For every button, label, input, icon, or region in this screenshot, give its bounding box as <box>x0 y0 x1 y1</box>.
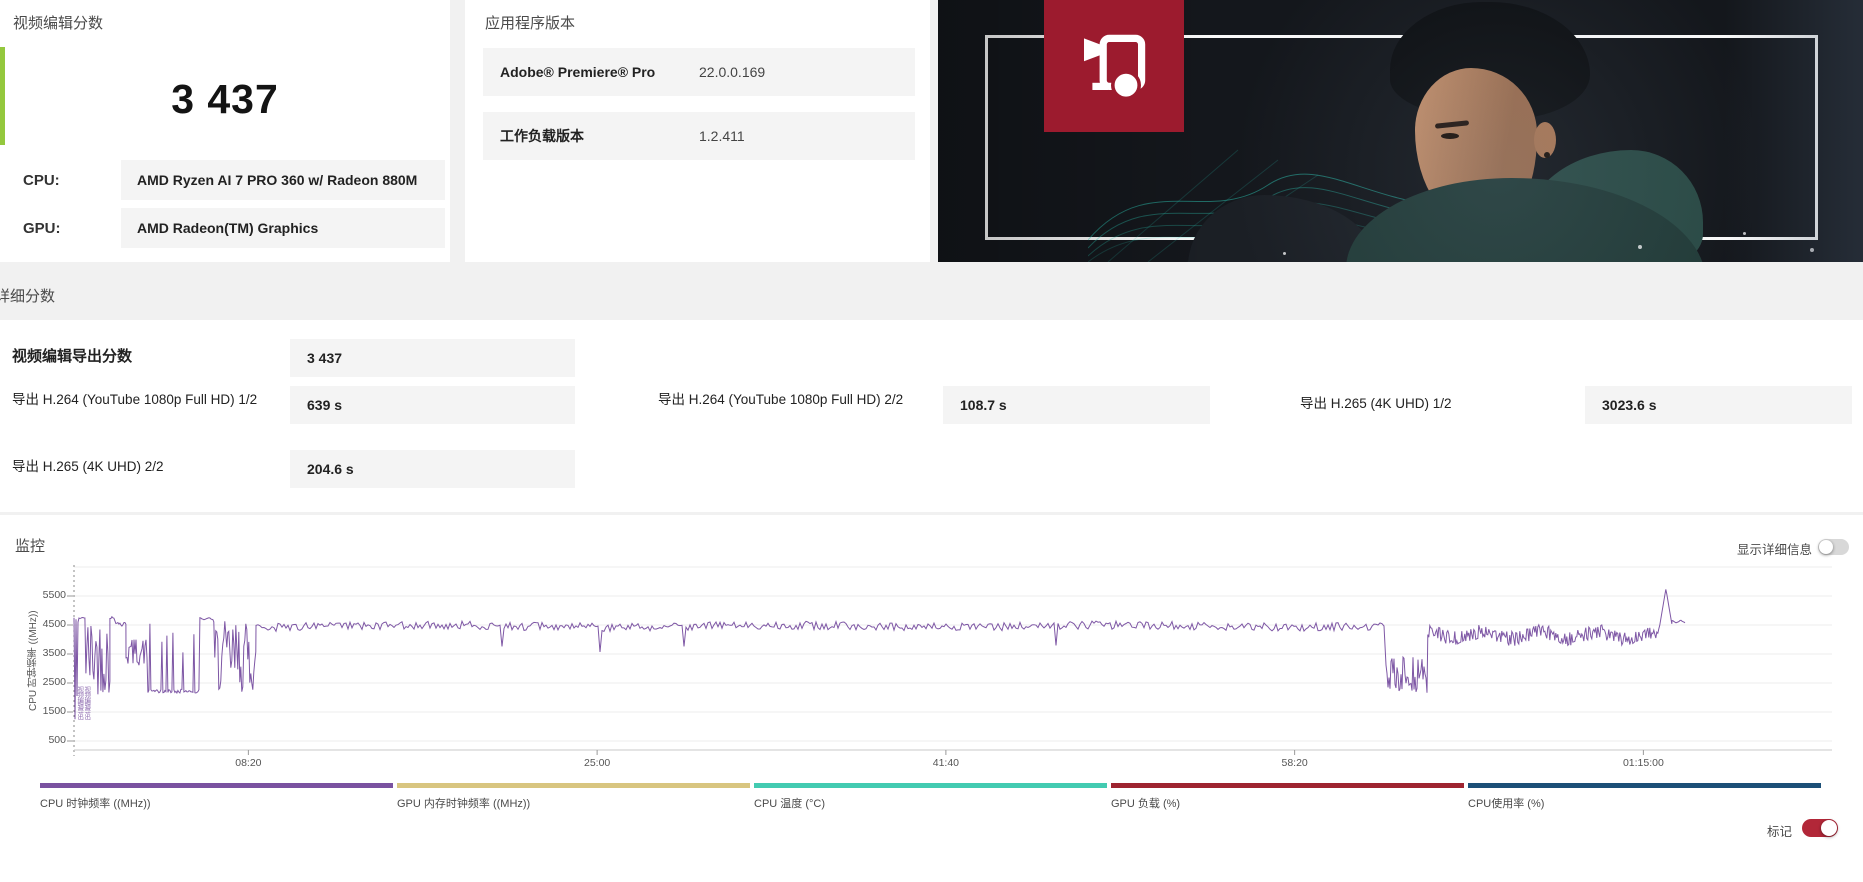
workload-version-row: 工作负载版本 1.2.411 <box>483 112 915 160</box>
ytick-label: 500 <box>48 734 66 746</box>
show-details-label: 显示详细信息 <box>1736 543 1812 557</box>
export-score-box: 3 437 <box>290 339 575 377</box>
legend-item[interactable]: GPU 内存时钟频率 ((MHz)) <box>397 783 750 811</box>
bokeh-dot <box>1283 252 1286 255</box>
h264-2-label: 导出 H.264 (YouTube 1080p Full HD) 2/2 <box>658 392 904 407</box>
xtick-label: 41:40 <box>932 757 960 769</box>
markers-toggle[interactable] <box>1802 819 1838 837</box>
video-editing-badge <box>1044 0 1184 132</box>
h265-1-label: 导出 H.265 (4K UHD) 1/2 <box>1300 396 1452 411</box>
h265-1-value: 3023.6 s <box>1602 397 1657 413</box>
markers-toggle-knob[interactable] <box>1821 820 1837 836</box>
benchmark-hero-image <box>938 0 1863 262</box>
h264-1-label: 导出 H.264 (YouTube 1080p Full HD) 1/2 <box>12 392 258 407</box>
video-camera-icon <box>1084 34 1146 101</box>
gpu-value: AMD Radeon(TM) Graphics <box>137 220 319 236</box>
export-score-value: 3 437 <box>307 350 343 366</box>
xtick-label: 01:15:00 <box>1622 757 1664 769</box>
legend-color-bar <box>1468 783 1821 788</box>
legend-item[interactable]: CPU使用率 (%) <box>1468 783 1821 811</box>
h265-2-value: 204.6 s <box>307 461 354 477</box>
monitor-section <box>0 515 1863 882</box>
bokeh-dot <box>1810 248 1814 252</box>
xtick-label: 08:20 <box>235 757 262 769</box>
detail-section-title: 详细分数 <box>0 288 56 305</box>
legend-label: CPU 温度 (°C) <box>754 798 826 810</box>
application-version-card: 应用程序版本 Adobe® Premiere® Pro 22.0.0.169 工… <box>465 0 930 262</box>
overall-score-value: 3 437 <box>171 76 279 122</box>
h265-2-box: 204.6 s <box>290 450 575 488</box>
legend-color-bar <box>1111 783 1464 788</box>
app-version-value: 22.0.0.169 <box>699 64 766 80</box>
legend-color-bar <box>754 783 1107 788</box>
person-earring <box>1544 152 1550 158</box>
cpu-value: AMD Ryzen AI 7 PRO 360 w/ Radeon 880M <box>137 172 418 188</box>
ytick-label: 5500 <box>42 589 66 601</box>
show-details-toggle[interactable] <box>1818 539 1849 555</box>
workload-name: 工作负载版本 <box>500 128 584 144</box>
export-score-label: 视频编辑导出分数 <box>12 348 133 365</box>
bokeh-dot <box>1743 232 1746 235</box>
ytick-label: 1500 <box>42 705 66 717</box>
video-editing-score-card: 视频编辑分数 3 437 CPU: AMD Ryzen AI 7 PRO 360… <box>0 0 450 262</box>
legend-color-bar <box>40 783 393 788</box>
h265-2-label: 导出 H.265 (4K UHD) 2/2 <box>12 459 164 474</box>
person-eye <box>1441 133 1459 139</box>
gpu-label: GPU: <box>23 220 61 237</box>
workload-version-value: 1.2.411 <box>699 128 745 144</box>
markers-toggle-label: 标记 <box>1766 825 1792 839</box>
chart-marker-label: 视频编辑导出 <box>82 686 90 719</box>
ytick-label: 3500 <box>42 647 66 659</box>
chart-marker-label: 视频编辑导出 <box>75 686 83 719</box>
xtick-label: 25:00 <box>583 757 611 769</box>
legend-label: GPU 内存时钟频率 ((MHz)) <box>397 798 531 810</box>
ytick-label: 4500 <box>42 618 66 630</box>
xtick-label: 58:20 <box>1281 757 1308 769</box>
legend-color-bar <box>397 783 750 788</box>
person-ear <box>1534 122 1556 158</box>
h264-2-box: 108.7 s <box>943 386 1210 424</box>
h264-1-box: 639 s <box>290 386 575 424</box>
legend-label: GPU 负载 (%) <box>1111 798 1181 810</box>
legend-label: CPU 时钟频率 ((MHz)) <box>40 798 151 810</box>
h264-2-value: 108.7 s <box>960 397 1007 413</box>
app-version-row: Adobe® Premiere® Pro 22.0.0.169 <box>483 48 915 96</box>
bokeh-dot <box>1638 245 1642 249</box>
legend-item[interactable]: CPU 时钟频率 ((MHz)) <box>40 783 393 811</box>
cpu-value-box: AMD Ryzen AI 7 PRO 360 w/ Radeon 880M <box>121 160 445 200</box>
legend-label: CPU使用率 (%) <box>1468 798 1545 810</box>
gpu-value-box: AMD Radeon(TM) Graphics <box>121 208 445 248</box>
show-details-toggle-knob[interactable] <box>1819 540 1833 554</box>
legend-item[interactable]: CPU 温度 (°C) <box>754 783 1107 811</box>
version-card-title: 应用程序版本 <box>485 15 576 32</box>
score-accent-bar <box>0 47 5 145</box>
score-card-title: 视频编辑分数 <box>13 15 104 32</box>
monitor-title: 监控 <box>15 538 46 555</box>
app-name: Adobe® Premiere® Pro <box>500 64 656 80</box>
h264-1-value: 639 s <box>307 397 343 413</box>
h265-1-box: 3023.6 s <box>1585 386 1852 424</box>
legend-item[interactable]: GPU 负载 (%) <box>1111 783 1464 811</box>
cpu-label: CPU: <box>23 172 60 189</box>
ytick-label: 2500 <box>42 676 66 688</box>
